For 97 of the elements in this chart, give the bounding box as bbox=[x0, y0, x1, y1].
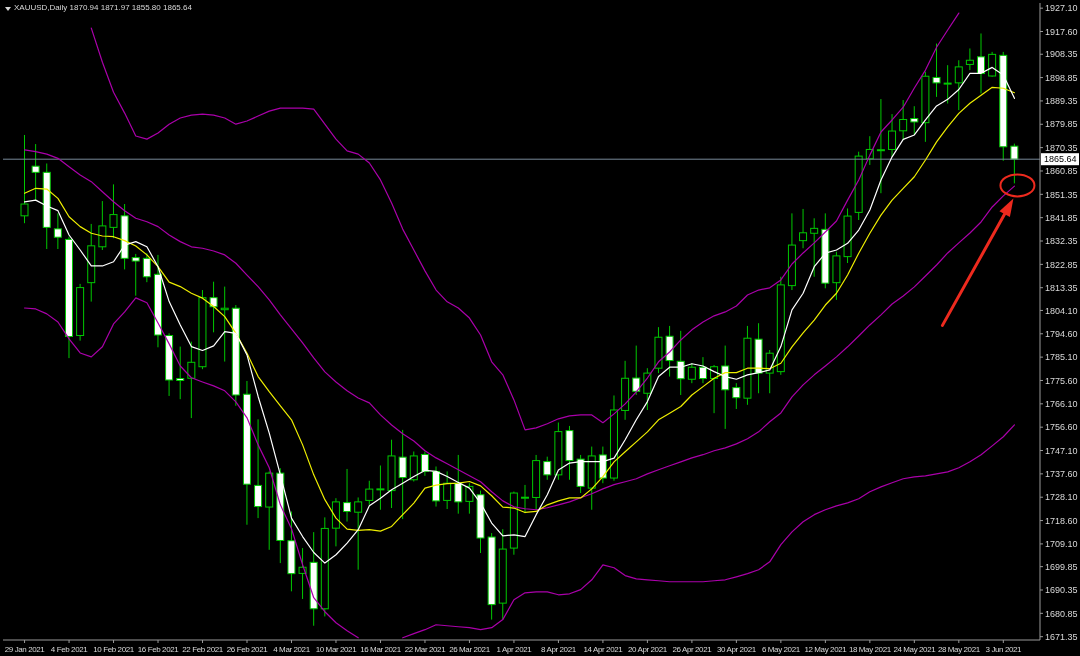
candlestick bbox=[687, 362, 696, 384]
candlestick bbox=[799, 208, 808, 249]
y-tick-label: 1671.35 bbox=[1045, 631, 1078, 642]
y-tick-label: 1889.35 bbox=[1045, 96, 1078, 107]
x-tick-label: 28 May 2021 bbox=[937, 645, 981, 654]
candlestick bbox=[899, 99, 908, 141]
candlestick bbox=[888, 113, 897, 158]
candlestick bbox=[954, 59, 963, 111]
candlestick bbox=[254, 418, 263, 519]
y-tick-label: 1737.60 bbox=[1045, 469, 1078, 480]
y-tick-label: 1908.35 bbox=[1045, 49, 1078, 60]
x-tick-label: 26 Apr 2021 bbox=[672, 645, 713, 654]
candlestick bbox=[343, 468, 352, 523]
x-tick-label: 29 Jan 2021 bbox=[4, 645, 46, 654]
candlestick bbox=[187, 341, 196, 419]
chart-title: XAUUSD,Daily 1870.94 1871.97 1855.80 1865.64 bbox=[14, 3, 192, 13]
candlestick bbox=[698, 356, 707, 384]
y-tick-label: 1813.35 bbox=[1045, 282, 1078, 293]
candlestick bbox=[721, 345, 730, 430]
y-tick-label: 1870.35 bbox=[1045, 142, 1078, 153]
y-tick-label: 1804.10 bbox=[1045, 305, 1078, 316]
x-tick-label: 10 Feb 2021 bbox=[93, 645, 135, 654]
candlestick bbox=[965, 47, 974, 71]
y-tick-label: 1841.85 bbox=[1045, 212, 1078, 223]
candlestick bbox=[932, 43, 941, 98]
candlestick bbox=[398, 429, 407, 520]
candlestick bbox=[943, 64, 952, 105]
x-tick-label: 4 Feb 2021 bbox=[50, 645, 89, 654]
candlestick bbox=[409, 451, 418, 482]
candlestick bbox=[142, 252, 151, 283]
candlestick bbox=[365, 480, 374, 506]
candlestick bbox=[131, 253, 140, 297]
candlestick bbox=[810, 217, 819, 278]
candlestick bbox=[31, 143, 40, 201]
y-tick-label: 1927.10 bbox=[1045, 3, 1078, 14]
x-tick-label: 24 May 2021 bbox=[893, 645, 937, 654]
candlestick bbox=[420, 451, 429, 477]
candlestick bbox=[20, 134, 29, 224]
y-tick-label: 1766.10 bbox=[1045, 399, 1078, 410]
candlestick bbox=[988, 51, 997, 78]
y-tick-label: 1822.85 bbox=[1045, 259, 1078, 270]
x-tick-label: 20 Apr 2021 bbox=[628, 645, 668, 654]
candlestick bbox=[910, 105, 919, 136]
x-tick-label: 18 May 2021 bbox=[848, 645, 892, 654]
candlestick bbox=[209, 281, 218, 333]
x-tick-label: 1 Apr 2021 bbox=[496, 645, 533, 654]
y-tick-label: 1860.85 bbox=[1045, 166, 1078, 177]
candlestick bbox=[521, 484, 529, 514]
x-tick-label: 30 Apr 2021 bbox=[717, 645, 757, 654]
candlestick bbox=[443, 470, 452, 510]
y-tick-label: 1879.85 bbox=[1045, 119, 1078, 130]
candlestick bbox=[876, 98, 885, 194]
y-tick-label: 1898.85 bbox=[1045, 72, 1078, 83]
x-tick-label: 16 Feb 2021 bbox=[137, 645, 180, 654]
y-tick-label: 1699.85 bbox=[1045, 561, 1078, 572]
candlestick bbox=[53, 212, 62, 250]
candlestick bbox=[732, 382, 741, 410]
candlestick bbox=[354, 496, 363, 571]
candlestick bbox=[632, 345, 641, 396]
x-tick-label: 12 May 2021 bbox=[804, 645, 848, 654]
y-tick-label: 1728.10 bbox=[1045, 492, 1078, 503]
x-tick-label: 10 Mar 2021 bbox=[315, 645, 358, 654]
candlestick bbox=[376, 465, 385, 511]
ref-line-label: 1865.64 bbox=[1044, 154, 1077, 165]
y-tick-label: 1794.60 bbox=[1045, 328, 1078, 339]
x-tick-label: 3 Jun 2021 bbox=[985, 645, 1023, 654]
x-tick-label: 22 Mar 2021 bbox=[404, 645, 447, 654]
y-tick-label: 1718.60 bbox=[1045, 515, 1078, 526]
candlestick bbox=[109, 183, 118, 239]
x-tick-label: 8 Apr 2021 bbox=[541, 645, 577, 654]
y-tick-label: 1917.60 bbox=[1045, 26, 1078, 37]
candlestick bbox=[176, 346, 185, 400]
x-tick-label: 22 Feb 2021 bbox=[182, 645, 224, 654]
candlestick bbox=[543, 456, 552, 481]
y-tick-label: 1709.10 bbox=[1045, 539, 1078, 550]
line-series bbox=[90, 12, 960, 431]
x-tick-label: 14 Apr 2021 bbox=[583, 645, 624, 654]
y-tick-label: 1680.85 bbox=[1045, 608, 1078, 619]
x-tick-label: 4 Mar 2021 bbox=[273, 645, 311, 654]
y-tick-label: 1832.35 bbox=[1045, 236, 1078, 247]
x-tick-label: 26 Feb 2021 bbox=[226, 645, 269, 654]
y-tick-label: 1775.60 bbox=[1045, 375, 1078, 386]
y-tick-label: 1785.10 bbox=[1045, 352, 1078, 363]
y-tick-label: 1690.35 bbox=[1045, 585, 1078, 596]
x-tick-label: 26 Mar 2021 bbox=[449, 645, 491, 654]
x-tick-label: 6 May 2021 bbox=[761, 645, 801, 654]
candlestick bbox=[1010, 143, 1019, 184]
candlestick bbox=[454, 454, 463, 515]
x-tick-label: 16 Mar 2021 bbox=[360, 645, 402, 654]
candlestick bbox=[676, 330, 685, 396]
candlestick bbox=[598, 446, 607, 484]
y-tick-label: 1747.10 bbox=[1045, 445, 1078, 456]
candlestick bbox=[98, 200, 107, 251]
candlestick bbox=[643, 367, 652, 411]
y-tick-label: 1756.60 bbox=[1045, 422, 1078, 433]
y-tick-label: 1851.35 bbox=[1045, 189, 1078, 200]
candlestick bbox=[465, 482, 474, 515]
